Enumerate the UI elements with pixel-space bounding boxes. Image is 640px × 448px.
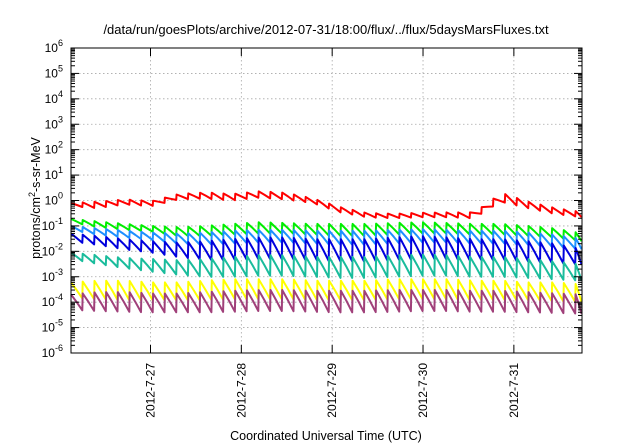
- y-axis-label: protons/cm2-s-sr-MeV: [27, 136, 43, 258]
- x-tick-label: 2012-7-30: [416, 363, 430, 418]
- x-axis-label: Coordinated Universal Time (UTC): [230, 429, 422, 443]
- series-line-5: [70, 251, 583, 282]
- x-tick-label: 2012-7-31: [507, 363, 521, 418]
- series-line-2: [70, 217, 583, 242]
- x-tick-label: 2012-7-29: [325, 363, 339, 418]
- plot-frame: [70, 47, 583, 354]
- series-layer: [70, 190, 583, 315]
- series-line-7: [70, 289, 583, 315]
- y-tick-label: 100: [45, 191, 63, 208]
- y-tick-label: 106: [45, 38, 63, 55]
- y-tick-label: 10-2: [42, 241, 63, 258]
- y-axis-label-prefix: protons/cm: [29, 197, 43, 259]
- series-line-1: [70, 190, 583, 220]
- series-line-4: [70, 232, 583, 266]
- y-axis-label-sup: 2: [27, 192, 37, 197]
- series-line-3: [70, 225, 583, 250]
- x-tick-label: 2012-7-28: [234, 363, 248, 418]
- y-tick-label: 10-1: [42, 216, 63, 233]
- x-tick-label: 2012-7-27: [143, 363, 157, 418]
- y-tick-label: 103: [45, 114, 63, 131]
- y-axis-label-suffix: -s-sr-MeV: [29, 136, 43, 192]
- axis-ticks: 10-6 10-5 10-4 10-3 10-2 10-1 100 101 102 103 104 1…: [42, 38, 582, 418]
- y-tick-label: 10-4: [42, 292, 63, 309]
- y-tick-label: 101: [45, 165, 63, 182]
- chart-title: /data/run/goesPlots/archive/2012-07-31/1…: [103, 22, 549, 37]
- y-tick-label: 10-5: [42, 318, 63, 335]
- y-tick-label: 105: [45, 63, 63, 80]
- y-tick-label: 10-3: [42, 267, 63, 284]
- y-tick-label: 102: [45, 140, 63, 157]
- y-tick-label: 104: [45, 89, 63, 106]
- y-tick-label: 10-6: [42, 343, 63, 360]
